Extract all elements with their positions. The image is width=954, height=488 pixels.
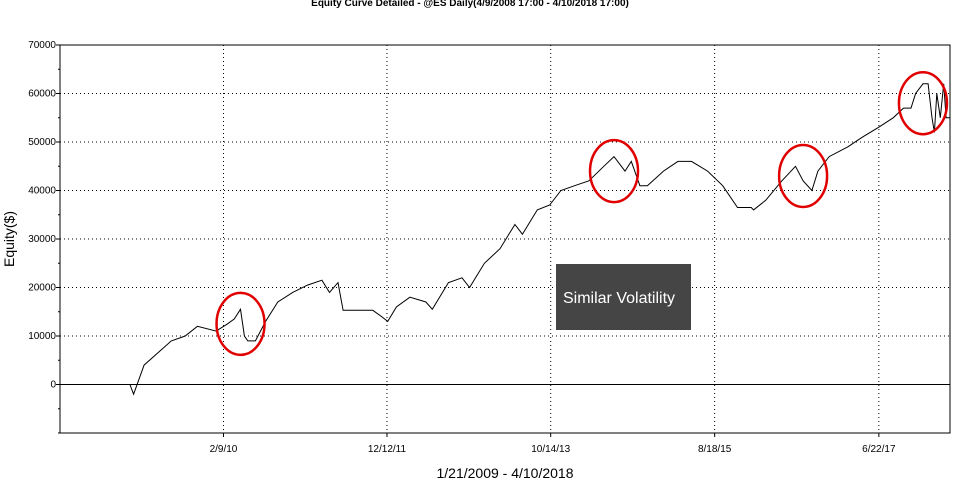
y-tick-label: 40000 — [28, 186, 56, 197]
equity-series-line — [129, 83, 950, 396]
y-tick-label: 0 — [50, 380, 56, 391]
x-axis-ticks: 2/9/10 12/12/11 10/14/13 8/18/15 6/22/17 — [210, 433, 896, 455]
grid-layer — [60, 44, 950, 433]
x-tick-label: 8/18/15 — [698, 444, 732, 455]
highlight-layer — [215, 70, 949, 357]
annotation-text: Similar Volatility — [563, 290, 675, 307]
x-tick-label: 6/22/17 — [862, 444, 896, 455]
chart-title: Equity Curve Detailed - @ES Daily(4/9/20… — [311, 0, 629, 9]
highlight-circle — [588, 138, 640, 204]
highlight-circle — [777, 143, 829, 209]
y-tick-label: 60000 — [28, 89, 56, 100]
y-tick-label: 10000 — [28, 331, 56, 342]
y-tick-label: 70000 — [28, 40, 56, 51]
annotation-box: Similar Volatility — [556, 264, 691, 330]
y-tick-label: 30000 — [28, 234, 56, 245]
y-axis-ticks: 0 10000 20000 30000 40000 50000 60000 70000 — [28, 40, 60, 434]
x-tick-label: 10/14/13 — [531, 444, 570, 455]
highlight-circle — [897, 70, 949, 136]
y-tick-label: 50000 — [28, 137, 56, 148]
x-tick-label: 2/9/10 — [210, 444, 238, 455]
y-tick-label: 20000 — [28, 283, 56, 294]
y-axis-title: Equity($) — [1, 211, 17, 267]
x-tick-label: 12/12/11 — [368, 444, 407, 455]
annotation-box-bg — [556, 264, 691, 330]
highlight-circle — [215, 291, 266, 357]
x-axis-title: 1/21/2009 - 4/10/2018 — [436, 465, 573, 481]
